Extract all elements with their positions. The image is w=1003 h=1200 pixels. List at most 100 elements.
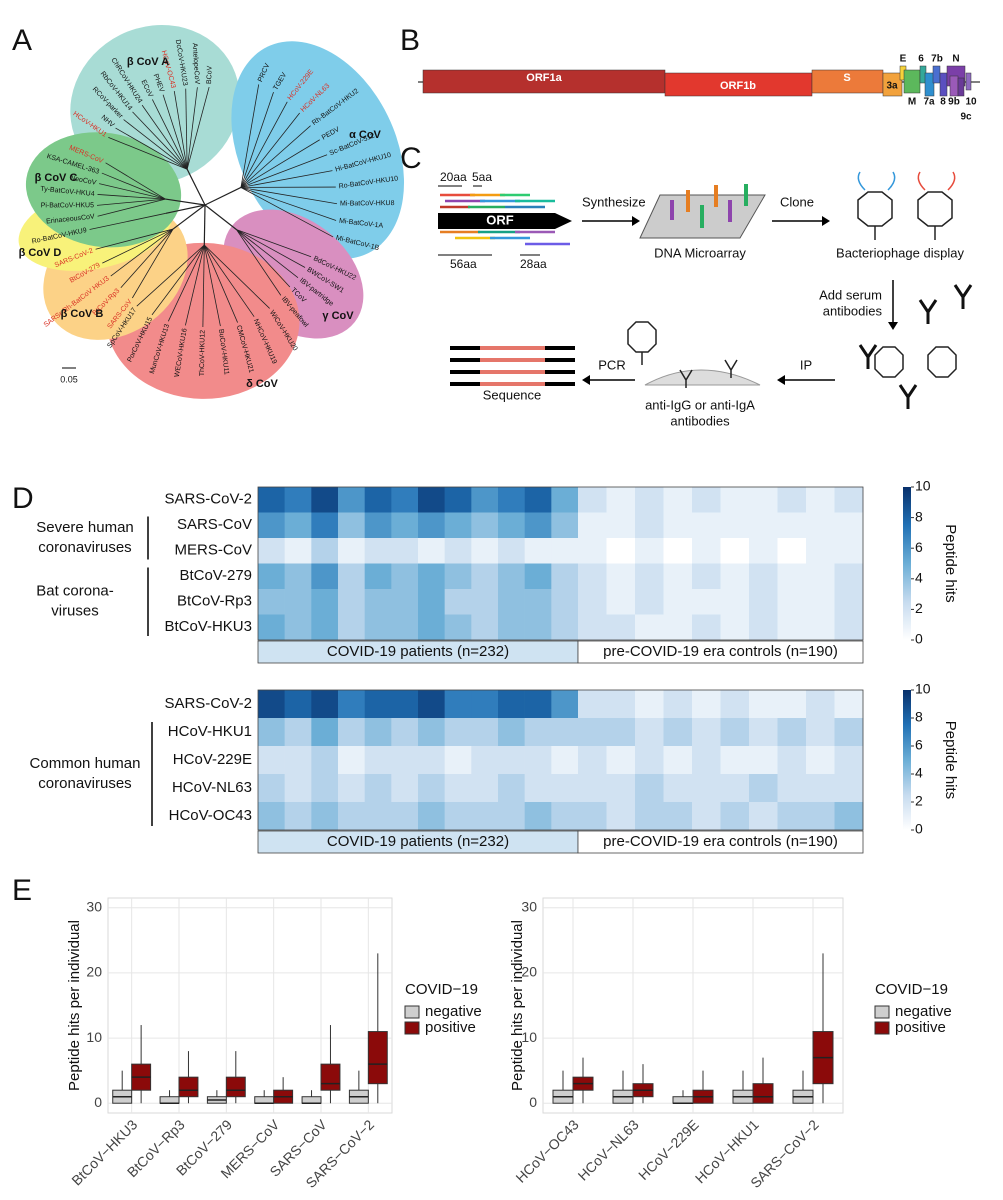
heat-cell xyxy=(834,690,864,719)
branch xyxy=(141,104,188,170)
heat-cell xyxy=(777,614,807,641)
heat-cell xyxy=(524,538,552,564)
heat-cell xyxy=(258,802,285,831)
branch xyxy=(162,94,188,170)
heat-cell xyxy=(720,614,750,641)
branch xyxy=(240,187,334,238)
heat-cell xyxy=(551,563,579,590)
panel-label: A xyxy=(12,24,32,57)
branch xyxy=(132,228,174,299)
branch xyxy=(97,194,166,200)
branch xyxy=(186,86,210,170)
branch xyxy=(240,101,288,188)
heat-cell xyxy=(258,589,285,615)
heat-cell xyxy=(777,563,807,590)
branch xyxy=(172,204,206,230)
heat-cell xyxy=(578,563,607,590)
heat-cell xyxy=(284,614,312,641)
workflow-text: Bacteriophage display xyxy=(836,245,964,260)
heat-cell xyxy=(444,512,472,539)
y-tick-label: 30 xyxy=(86,898,102,914)
heat-cell xyxy=(444,589,472,615)
box xyxy=(367,1031,388,1085)
heat-cell xyxy=(777,774,807,803)
genome-segment xyxy=(957,77,965,97)
branch xyxy=(186,168,206,206)
heat-cell xyxy=(311,614,339,641)
heat-cell xyxy=(606,614,636,641)
heat-cell xyxy=(338,802,365,831)
clade-blob xyxy=(231,41,405,259)
heat-cell xyxy=(284,746,312,775)
column-group-label: pre-COVID-19 era controls (n=190) xyxy=(603,833,838,850)
heat-cell xyxy=(692,746,721,775)
branch xyxy=(136,244,205,307)
heat-cell xyxy=(834,718,864,747)
branch xyxy=(236,229,282,296)
heat-cell xyxy=(635,589,664,615)
branch xyxy=(151,99,188,170)
branch xyxy=(203,244,255,317)
heat-cell xyxy=(663,563,693,590)
heat-cell xyxy=(338,487,365,513)
heat-cell xyxy=(663,746,693,775)
tree: HCoV-HKU1NHVRCoV-parkerRbCoV-HKU14ChRCoV… xyxy=(18,24,405,399)
row-label: SARS-CoV-2 xyxy=(164,695,252,712)
heat-cell xyxy=(471,538,499,564)
plot-area xyxy=(107,897,393,1114)
workflow-text: PCR xyxy=(598,357,625,372)
heat-cell xyxy=(444,690,472,719)
workflow-text: 28aa xyxy=(520,257,547,271)
heat-cell xyxy=(418,538,445,564)
heat-cell xyxy=(720,538,750,564)
row-group-label: coronaviruses xyxy=(38,539,131,556)
heat-cell xyxy=(311,718,339,747)
heat-cell xyxy=(258,538,285,564)
heat-cell xyxy=(498,718,525,747)
y-tick-label: 10 xyxy=(86,1029,102,1045)
heat-cell xyxy=(663,774,693,803)
heat-cell xyxy=(364,538,392,564)
y-axis-label: Peptide hits per individual xyxy=(66,920,83,1091)
heat-cell xyxy=(284,718,312,747)
genome-segment xyxy=(882,72,903,97)
scale-label: 0.05 xyxy=(60,374,78,384)
branch xyxy=(203,244,238,323)
panel-label: B xyxy=(400,24,420,57)
box xyxy=(178,1076,199,1098)
heat-cell xyxy=(524,589,552,615)
row-group-label: Bat corona- xyxy=(36,583,114,600)
branch xyxy=(89,212,166,230)
heat-cell xyxy=(720,746,750,775)
workflow-text: Synthesize xyxy=(582,194,646,209)
leaf-label: ThCoV-HKU12 xyxy=(199,330,207,377)
heat-cell xyxy=(391,690,419,719)
heat-cell xyxy=(364,774,392,803)
heat-cell xyxy=(418,589,445,615)
heat-cell xyxy=(692,774,721,803)
heat-cell xyxy=(524,487,552,513)
heat-cell xyxy=(471,690,499,719)
heat-cell xyxy=(578,718,607,747)
row-label: SARS-CoV xyxy=(177,516,252,533)
workflow-text: anti-IgG or anti-IgA xyxy=(645,397,755,412)
heat-cell xyxy=(635,487,664,513)
heat-cell xyxy=(391,746,419,775)
heat-cell xyxy=(391,538,419,564)
workflow-text: Clone xyxy=(780,194,814,209)
heat-cell xyxy=(720,589,750,615)
colorbar-tick-label: 8 xyxy=(915,709,923,725)
genome-segment xyxy=(932,65,941,84)
heat-cell xyxy=(692,718,721,747)
heat-cell xyxy=(606,563,636,590)
heat-cell xyxy=(834,614,864,641)
heat-cell xyxy=(364,718,392,747)
heat-cell xyxy=(551,614,579,641)
heat-cell xyxy=(663,589,693,615)
heat-cell xyxy=(498,512,525,539)
heat-cell xyxy=(777,487,807,513)
heat-cell xyxy=(578,538,607,564)
y-tick-label: 10 xyxy=(521,1029,537,1045)
branch xyxy=(240,112,300,188)
branch xyxy=(120,228,174,288)
